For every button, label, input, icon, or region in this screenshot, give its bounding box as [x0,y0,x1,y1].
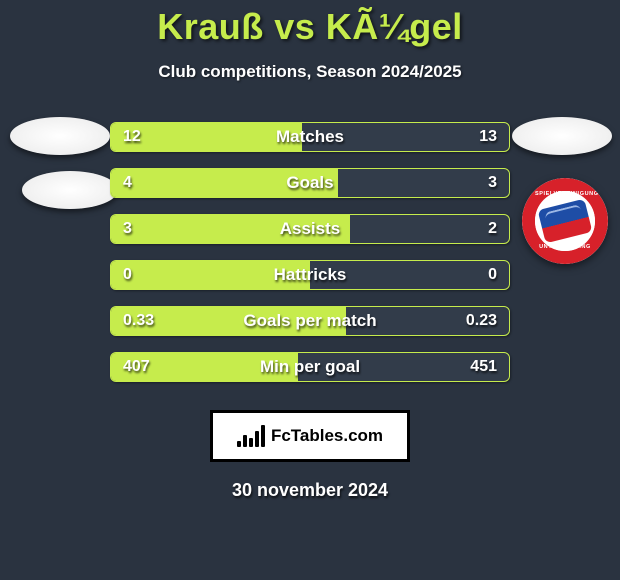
page-date: 30 november 2024 [0,480,620,501]
stat-bar: 1213Matches [110,122,510,152]
stat-value-right: 2 [488,215,497,243]
stat-bars-container: 1213Matches43Goals32Assists00Hattricks0.… [110,122,510,398]
stat-value-right: 0 [488,261,497,289]
stat-value-left: 0.33 [123,307,154,335]
page-title: Krauß vs KÃ¼gel [0,0,620,48]
stat-value-right: 451 [470,353,497,381]
stat-value-left: 12 [123,123,141,151]
stat-bar: 32Assists [110,214,510,244]
stat-bar: 00Hattricks [110,260,510,290]
stat-value-left: 4 [123,169,132,197]
logo-bar-segment [237,441,241,447]
stat-bar-fill [111,261,310,289]
stat-value-right: 3 [488,169,497,197]
stats-area: 1213Matches43Goals32Assists00Hattricks0.… [0,122,620,402]
source-label: FcTables.com [271,426,383,446]
logo-bar-segment [243,435,247,447]
source-badge[interactable]: FcTables.com [210,410,410,462]
logo-bar-segment [255,431,259,447]
stat-bar: 43Goals [110,168,510,198]
stat-value-left: 0 [123,261,132,289]
stat-value-left: 407 [123,353,150,381]
logo-bar-segment [249,438,253,447]
source-logo-bars-icon [237,425,265,447]
stat-bar: 407451Min per goal [110,352,510,382]
stat-value-left: 3 [123,215,132,243]
stat-bar-fill [111,169,338,197]
page-subtitle: Club competitions, Season 2024/2025 [0,62,620,82]
stat-value-right: 13 [479,123,497,151]
stat-bar: 0.330.23Goals per match [110,306,510,336]
stat-value-right: 0.23 [466,307,497,335]
logo-bar-segment [261,425,265,447]
stat-bar-fill [111,215,350,243]
